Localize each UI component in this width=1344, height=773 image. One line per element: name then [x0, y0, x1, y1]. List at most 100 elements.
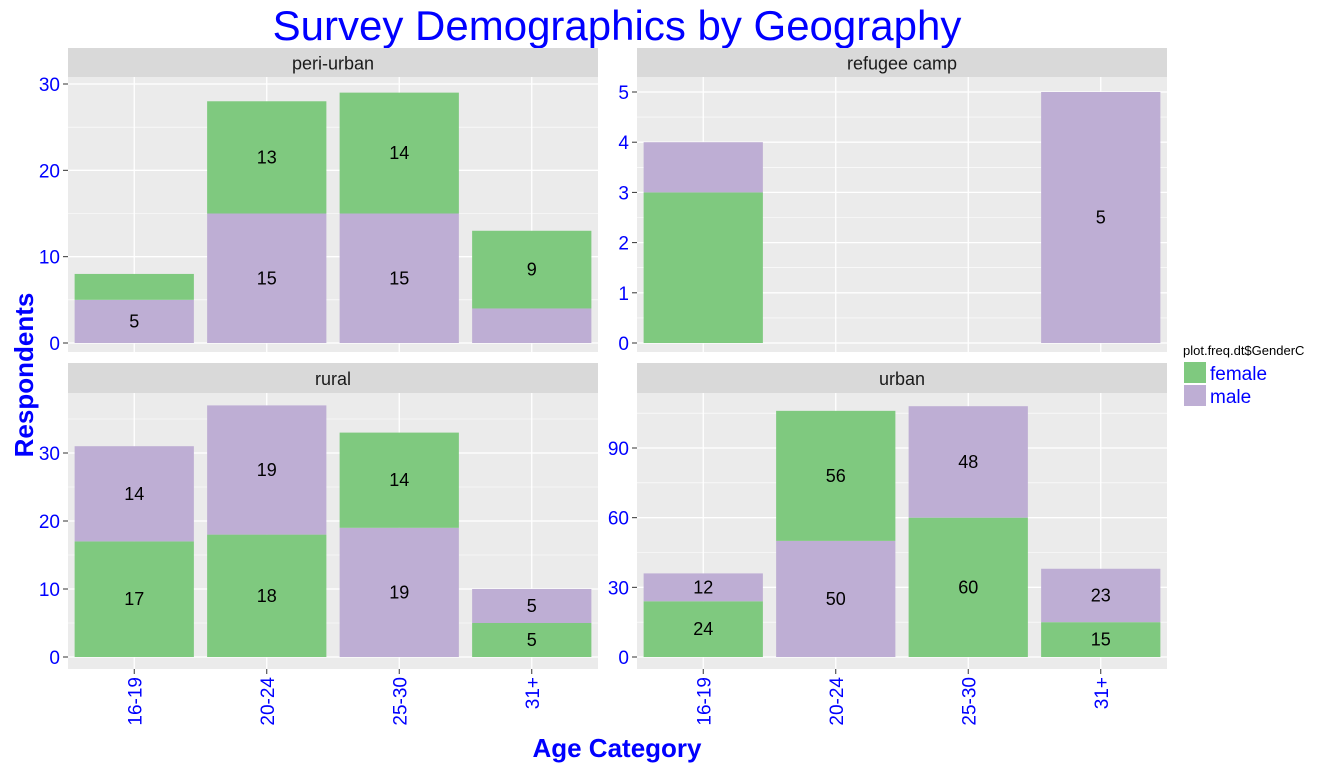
data-label: 18: [257, 586, 277, 606]
legend-label-male: male: [1210, 387, 1251, 408]
x-tick-label: 25-30: [390, 677, 411, 726]
y-tick-label: 30: [608, 578, 629, 599]
data-label: 50: [826, 589, 846, 609]
data-label: 23: [1091, 585, 1111, 605]
y-axis-title: Respondents: [9, 293, 39, 458]
data-label: 15: [257, 268, 277, 288]
strip-label-peri-urban: peri-urban: [292, 54, 374, 74]
y-tick-label: 0: [618, 648, 629, 669]
bar-rural-31-male: [472, 589, 592, 623]
bar-urban-20-24-female: [776, 410, 896, 541]
x-tick-label: 31+: [523, 677, 544, 709]
data-label: 12: [693, 577, 713, 597]
bar-urban-20-24-male: [776, 540, 896, 657]
legend-key-female: [1184, 362, 1206, 383]
data-label: 48: [958, 452, 978, 472]
x-tick-label: 25-30: [959, 677, 980, 726]
bar-peri-urban-25-30-female: [339, 92, 459, 214]
bar-refugee-camp-16-19-male: [643, 142, 763, 193]
bar-urban-16-19-female: [643, 601, 763, 657]
bar-rural-25-30-male: [339, 527, 459, 657]
y-tick-label: 0: [618, 334, 629, 355]
data-label: 17: [124, 589, 144, 609]
y-tick-label: 20: [39, 161, 60, 182]
strip-label-urban: urban: [879, 369, 925, 389]
y-tick-label: 30: [39, 75, 60, 96]
data-label: 15: [1091, 630, 1111, 650]
y-tick-label: 90: [608, 439, 629, 460]
panel-rural: rural 0 10 20 30 17 14 18 19 19 14 5 5 16-19 20-24 25-3…: [39, 363, 598, 726]
strip-peri-urban: [68, 48, 598, 77]
x-tick-label: 16-19: [125, 677, 146, 726]
bar-peri-urban-25-30-male: [339, 213, 459, 343]
data-label: 9: [527, 260, 537, 280]
bar-rural-16-19-female: [74, 541, 194, 657]
bar-urban-25-30-male: [908, 406, 1028, 518]
x-tick-label: 31+: [1092, 677, 1113, 709]
bar-rural-31-female: [472, 623, 592, 657]
data-label: 5: [129, 311, 139, 331]
bar-peri-urban-16-19-male: [74, 299, 194, 343]
bar-rural-20-24-female: [207, 534, 327, 657]
data-label: 5: [527, 596, 537, 616]
bar-peri-urban-20-24-female: [207, 101, 327, 214]
x-tick-label: 20-24: [258, 677, 279, 726]
data-label: 14: [389, 470, 409, 490]
data-label: 60: [958, 577, 978, 597]
y-tick-label: 10: [39, 248, 60, 269]
y-tick-label: 10: [39, 580, 60, 601]
bar-peri-urban-31-male: [472, 308, 592, 343]
legend-label-female: female: [1210, 364, 1267, 385]
data-label: 14: [124, 484, 144, 504]
data-label: 13: [257, 147, 277, 167]
bar-peri-urban-16-19-female: [74, 273, 194, 300]
legend-key-male: [1184, 385, 1206, 406]
strip-label-rural: rural: [315, 369, 351, 389]
y-tick-label: 3: [618, 183, 629, 204]
y-tick-label: 0: [49, 648, 60, 669]
y-tick-label: 20: [39, 512, 60, 533]
strip-rural: [68, 363, 598, 393]
chart-title: Survey Demographics by Geography: [273, 2, 962, 49]
legend-title: plot.freq.dt$GenderC: [1183, 343, 1304, 358]
data-label: 56: [826, 466, 846, 486]
y-tick-label: 2: [618, 234, 629, 255]
bar-rural-20-24-male: [207, 405, 327, 535]
data-label: 5: [527, 630, 537, 650]
panel-peri-urban: peri-urban 0 10 20 30 5 15 13 15 14 9: [39, 48, 598, 355]
bar-urban-16-19-male: [643, 573, 763, 602]
y-tick-label: 0: [49, 334, 60, 355]
bar-urban-25-30-female: [908, 517, 1028, 657]
x-tick-label: 16-19: [694, 677, 715, 726]
legend: plot.freq.dt$GenderC female male: [1183, 343, 1304, 408]
strip-urban: [637, 363, 1167, 393]
panel-refugee-camp: refugee camp 0 1 2 3 4 5 5: [618, 48, 1167, 355]
data-label: 5: [1096, 208, 1106, 228]
y-tick-label: 1: [618, 284, 629, 305]
y-tick-label: 5: [618, 83, 629, 104]
data-label: 19: [257, 460, 277, 480]
x-axis-title: Age Category: [532, 733, 702, 763]
bar-refugee-camp-31-male: [1041, 92, 1161, 343]
bar-peri-urban-31-female: [472, 230, 592, 309]
x-tick-label: 20-24: [827, 677, 848, 726]
strip-label-refugee-camp: refugee camp: [847, 54, 957, 74]
panel-urban: urban 0 30 60 90 24 12 50 56 60 48 15 23 16-19 20-24 25…: [608, 363, 1167, 726]
data-label: 19: [389, 582, 409, 602]
data-label: 24: [693, 619, 713, 639]
y-tick-label: 30: [39, 444, 60, 465]
bar-rural-25-30-female: [339, 432, 459, 528]
bar-rural-16-19-male: [74, 446, 194, 542]
y-tick-label: 60: [608, 509, 629, 530]
bar-peri-urban-20-24-male: [207, 213, 327, 343]
strip-refugee-camp: [637, 48, 1167, 77]
data-label: 15: [389, 268, 409, 288]
data-label: 14: [389, 143, 409, 163]
bar-refugee-camp-16-19-female: [643, 192, 763, 343]
bar-urban-31-male: [1041, 568, 1161, 623]
y-tick-label: 4: [618, 133, 629, 154]
bar-urban-31-female: [1041, 622, 1161, 657]
